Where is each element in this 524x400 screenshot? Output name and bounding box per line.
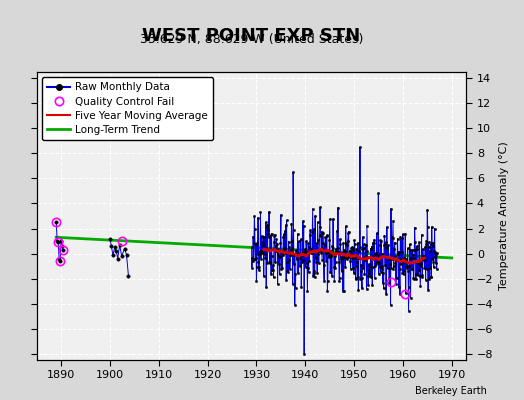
Y-axis label: Temperature Anomaly (°C): Temperature Anomaly (°C) xyxy=(499,142,509,290)
Text: Berkeley Earth: Berkeley Earth xyxy=(416,386,487,396)
Text: 33.629 N, 88.629 W (United States): 33.629 N, 88.629 W (United States) xyxy=(140,33,363,46)
Legend: Raw Monthly Data, Quality Control Fail, Five Year Moving Average, Long-Term Tren: Raw Monthly Data, Quality Control Fail, … xyxy=(42,77,213,140)
Title: WEST POINT EXP STN: WEST POINT EXP STN xyxy=(143,28,361,46)
